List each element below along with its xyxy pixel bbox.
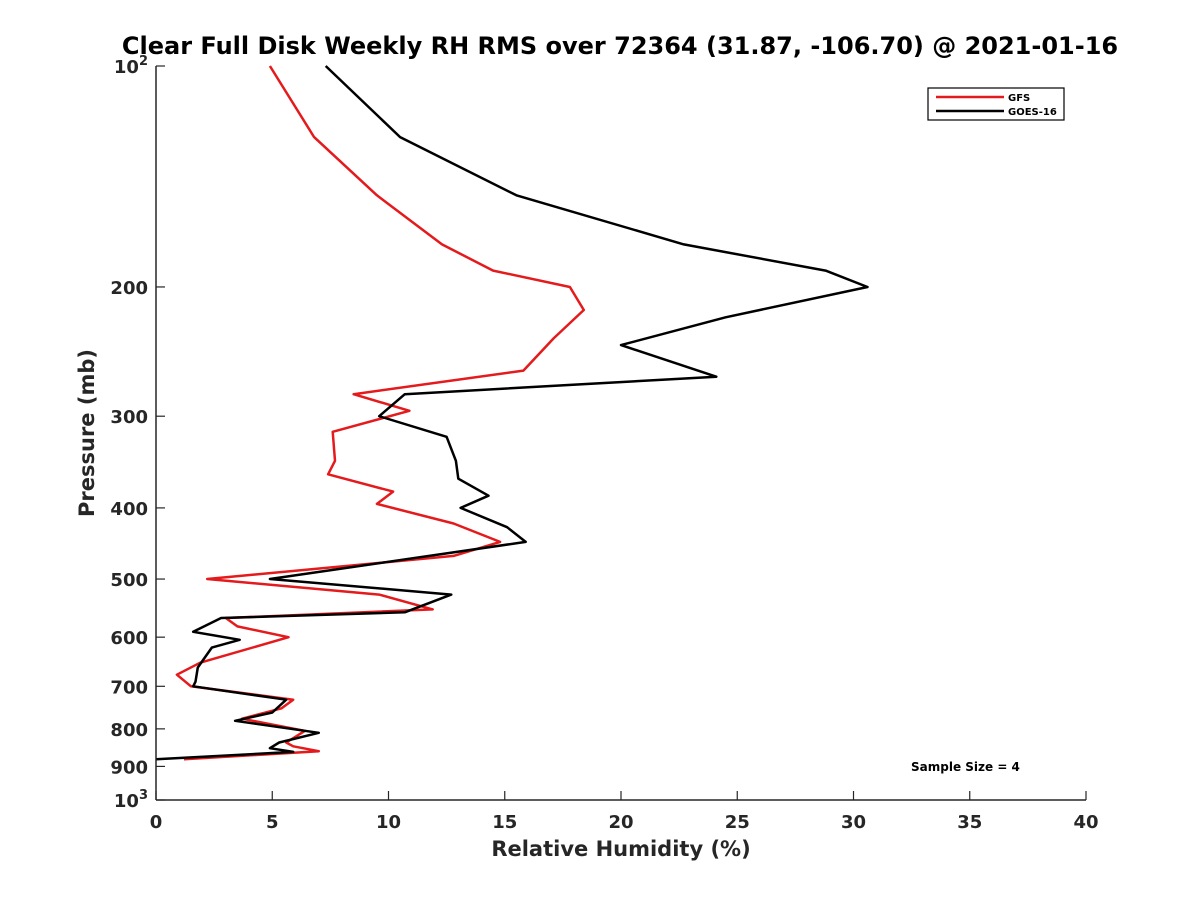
y-axis-ticks: 102 200 300 400 500 600 700 800 900 103 [110, 54, 165, 812]
x-tick-label: 0 [150, 812, 163, 833]
y-tick-label: 600 [110, 628, 148, 649]
y-tick-label: 102 [114, 54, 148, 78]
x-tick-label: 30 [841, 812, 866, 833]
x-tick-label: 40 [1073, 812, 1098, 833]
x-axis-label: Relative Humidity (%) [491, 837, 750, 861]
y-axis-label: Pressure (mb) [75, 349, 99, 517]
legend-label-goes16: GOES-16 [1008, 107, 1057, 118]
y-tick-label: 900 [110, 757, 148, 778]
y-tick-label: 800 [110, 720, 148, 741]
x-tick-label: 35 [957, 812, 982, 833]
y-tick-label: 103 [114, 788, 148, 812]
x-tick-label: 15 [492, 812, 517, 833]
x-tick-label: 10 [376, 812, 401, 833]
y-tick-label: 300 [110, 407, 148, 428]
x-axis-ticks: 0 5 10 15 20 25 30 35 40 [150, 791, 1099, 833]
y-tick-label: 200 [110, 278, 148, 299]
legend-box [927, 87, 1065, 121]
sample-size-annotation: Sample Size = 4 [911, 760, 1020, 774]
chart-title: Clear Full Disk Weekly RH RMS over 72364… [122, 32, 1118, 60]
x-tick-label: 5 [266, 812, 279, 833]
y-tick-label: 500 [110, 570, 148, 591]
legend: GFS GOES-16 [927, 87, 1065, 121]
y-tick-label: 700 [110, 677, 148, 698]
y-tick-label: 400 [110, 499, 148, 520]
legend-label-gfs: GFS [1008, 93, 1030, 104]
series-line-1 [155, 65, 869, 761]
plot-area [155, 65, 869, 761]
x-tick-label: 20 [608, 812, 633, 833]
x-tick-label: 25 [725, 812, 750, 833]
